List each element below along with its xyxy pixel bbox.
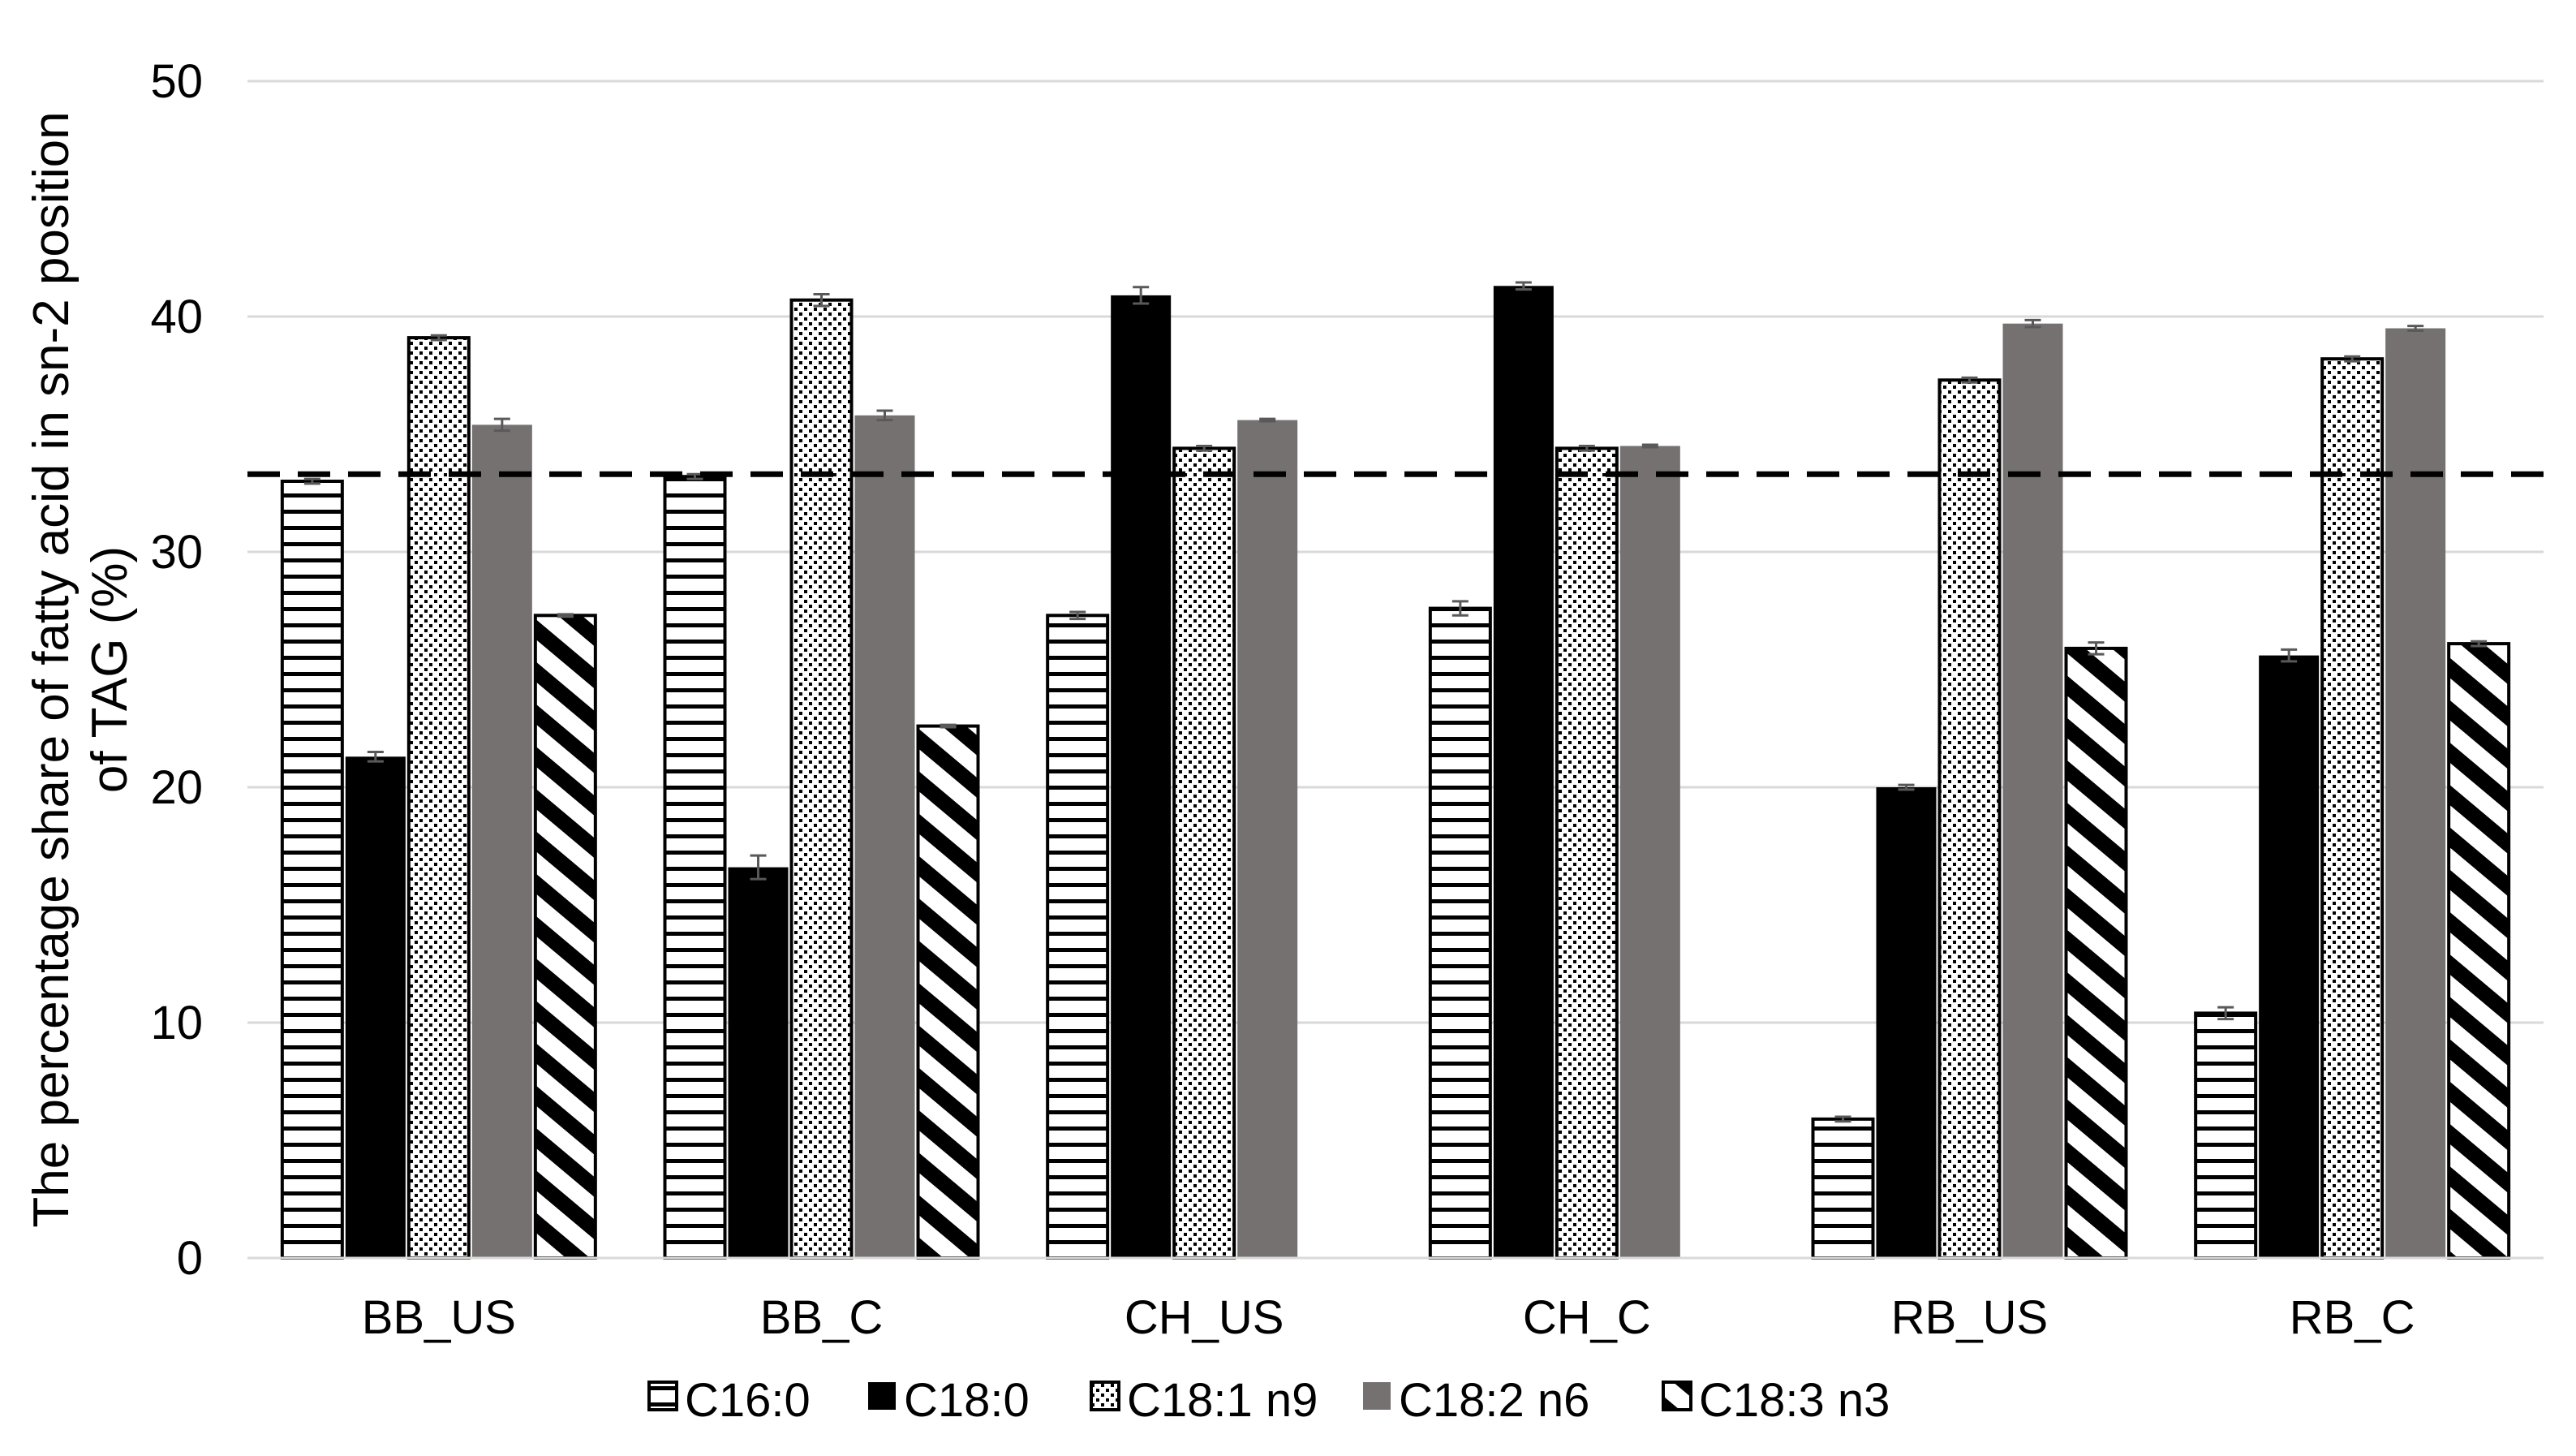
- gridlines: [247, 80, 2544, 1024]
- category-label: CH_C: [1523, 1291, 1651, 1344]
- legend-swatch: [1090, 1381, 1120, 1411]
- category-label: BB_US: [362, 1291, 516, 1344]
- category-label: BB_C: [760, 1291, 884, 1344]
- bar-c16-0-rb-us: [1811, 1117, 1875, 1260]
- bar-c18-1-n9-ch-us: [1172, 446, 1236, 1260]
- category-label: RB_C: [2290, 1291, 2415, 1344]
- y-tick-label: 40: [150, 291, 203, 343]
- legend-label: C18:3 n3: [1699, 1374, 1890, 1427]
- y-tick-label: 10: [150, 997, 203, 1049]
- bar-c18-0-ch-us: [1111, 295, 1172, 1258]
- bar-c16-0-ch-c: [1428, 606, 1492, 1260]
- y-axis-title: The percentage share of fatty acid in sn…: [24, 111, 138, 1227]
- bar-c18-0-rb-us: [1876, 787, 1937, 1258]
- bar-c18-0-bb-us: [345, 756, 406, 1258]
- y-tick-label: 0: [177, 1232, 203, 1285]
- bar-c18-3-n3-bb-us: [533, 614, 597, 1260]
- legend-label: C18:2 n6: [1399, 1374, 1589, 1427]
- bar-c16-0-bb-us: [280, 480, 344, 1260]
- bar-c18-2-n6-bb-c: [854, 415, 915, 1258]
- bar-c18-0-ch-c: [1493, 286, 1554, 1258]
- bar-c18-3-n3-bb-c: [916, 724, 980, 1260]
- bar-c18-1-n9-bb-us: [406, 336, 471, 1260]
- bar-c18-2-n6-bb-us: [471, 424, 532, 1258]
- bar-c18-2-n6-rb-c: [2385, 328, 2446, 1258]
- legend-swatch: [647, 1381, 678, 1411]
- bar-c18-2-n6-ch-us: [1237, 420, 1298, 1258]
- y-axis-title-line-2: of TAG (%): [82, 546, 138, 793]
- y-tick-label: 30: [150, 526, 203, 579]
- legend-swatch: [868, 1382, 896, 1410]
- bar-c18-2-n6-ch-c: [1619, 446, 1680, 1258]
- bar-c16-0-rb-c: [2194, 1011, 2258, 1260]
- bar-c18-1-n9-bb-c: [789, 298, 854, 1260]
- legend-label: C18:0: [904, 1374, 1030, 1427]
- bar-c18-1-n9-ch-c: [1555, 446, 1619, 1260]
- bars: [280, 281, 2511, 1260]
- category-label: RB_US: [1891, 1291, 2048, 1344]
- bar-c18-1-n9-rb-us: [1937, 378, 2002, 1260]
- category-labels: BB_US BB_C CH_US CH_C RB_US RB_C: [362, 1291, 2415, 1344]
- bar-c18-2-n6-rb-us: [2002, 323, 2063, 1259]
- bar-c18-1-n9-rb-c: [2320, 357, 2385, 1260]
- y-tick-label: 50: [150, 55, 203, 108]
- bar-c18-0-bb-c: [728, 867, 789, 1258]
- bar-c18-0-rb-c: [2259, 655, 2320, 1258]
- y-tick-label: 20: [150, 761, 203, 814]
- legend-swatch: [1363, 1382, 1391, 1410]
- bar-c16-0-bb-c: [663, 475, 727, 1260]
- legend-label: C16:0: [685, 1374, 811, 1427]
- bar-c18-3-n3-rb-us: [2064, 646, 2128, 1260]
- legend-label: C18:1 n9: [1127, 1374, 1318, 1427]
- y-axis-title-line-1: The percentage share of fatty acid in sn…: [24, 111, 80, 1227]
- legend-swatch: [1662, 1381, 1692, 1411]
- bar-c16-0-ch-us: [1046, 614, 1110, 1260]
- bar-c18-3-n3-rb-c: [2447, 642, 2511, 1260]
- legend: C16:0 C18:0 C18:1 n9 C18:2 n6 C18:3 n3: [647, 1374, 1890, 1427]
- category-label: CH_US: [1125, 1291, 1284, 1344]
- y-axis-ticks: 0 10 20 30 40 50: [150, 55, 203, 1285]
